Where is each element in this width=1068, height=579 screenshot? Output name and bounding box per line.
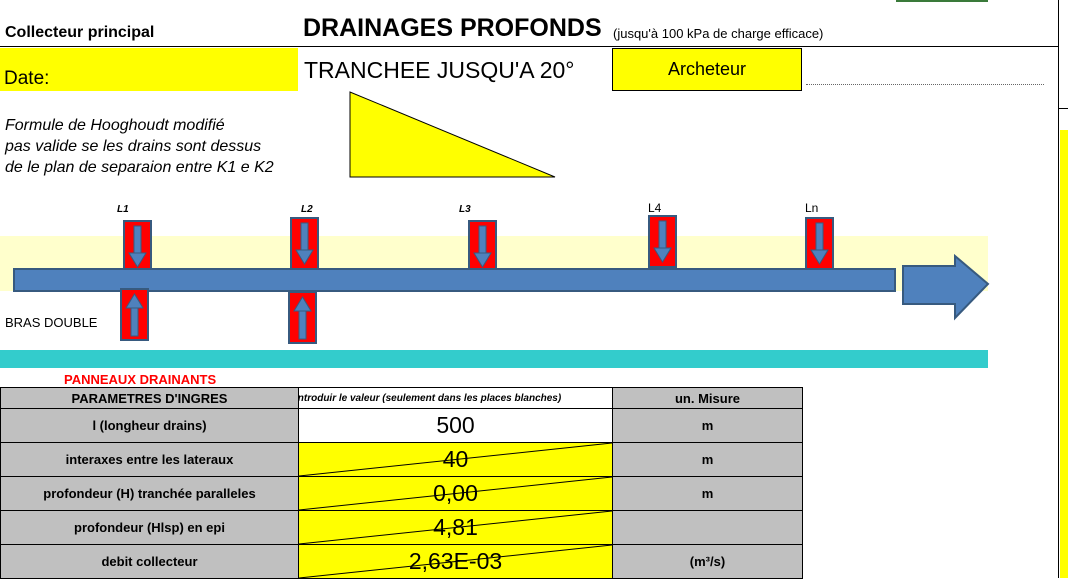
header-unit: un. Misure [612, 387, 803, 409]
input-length[interactable]: 500 [298, 408, 613, 443]
formula-note-line3: de le plan de separaion entre K1 e K2 [5, 159, 274, 176]
unit-spacing: m [612, 442, 803, 477]
value-trench-depth-text: 0,00 [433, 480, 478, 506]
right-yellow-strip [1060, 130, 1068, 578]
value-epi-depth-text: 4,81 [433, 514, 478, 540]
author-field[interactable]: Archeteur [612, 48, 802, 91]
lateral-label-l2: L2 [301, 204, 313, 215]
lateral-label-ln: Ln [805, 201, 819, 215]
header-param: PARAMETRES D'INGRES [0, 387, 299, 409]
page-title: DRAINAGES PROFONDS [303, 14, 602, 42]
section-title: PANNEAUX DRAINANTS [64, 372, 217, 387]
param-label-trench-depth: profondeur (H) tranchée paralleles [0, 476, 299, 511]
flow-direction-arrow [902, 253, 990, 321]
drain-l2-double [288, 291, 317, 344]
unit-collector-flow: (m³/s) [612, 544, 803, 579]
lateral-label-l1: L1 [117, 204, 129, 215]
header-value: Introduir le valeur (seulement dans les … [298, 387, 613, 409]
teal-strip [0, 350, 988, 368]
slope-triangle [349, 91, 556, 178]
date-field[interactable]: Date: [0, 48, 298, 91]
right-border-line [1058, 0, 1059, 578]
drain-ln [805, 217, 834, 270]
right-top-line [1059, 108, 1068, 109]
value-spacing: 40 [298, 442, 613, 477]
unit-epi-depth [612, 510, 803, 545]
formula-note: Formule de Hooghoudt modifié pas valide … [5, 115, 274, 178]
collector-label: Collecteur principal [5, 24, 155, 41]
param-label-epi-depth: profondeur (Hlsp) en epi [0, 510, 299, 545]
value-collector-flow: 2,63E-03 [298, 544, 613, 579]
formula-note-line2: pas valide se les drains sont dessus [5, 138, 262, 155]
date-label: Date: [4, 68, 50, 89]
dotted-signature-line [806, 84, 1044, 85]
drain-l1-double [120, 288, 149, 341]
value-collector-flow-text: 2,63E-03 [408, 548, 503, 574]
drain-l1 [123, 220, 152, 273]
value-epi-depth: 4,81 [298, 510, 613, 545]
drain-l4 [648, 215, 677, 268]
page-subtitle: (jusqu'à 100 kPa de charge efficace) [613, 26, 824, 41]
lateral-label-l4: L4 [648, 201, 662, 215]
top-green-line [896, 0, 988, 2]
param-label-collector-flow: debit collecteur [0, 544, 299, 579]
param-label-length: l (longheur drains) [0, 408, 299, 443]
formula-note-line1: Formule de Hooghoudt modifié [5, 117, 225, 134]
double-arm-label: BRAS DOUBLE [5, 315, 98, 330]
unit-length: m [612, 408, 803, 443]
trench-title: TRANCHEE JUSQU'A 20° [304, 57, 575, 83]
lateral-label-l3: L3 [459, 204, 471, 215]
author-name: Archeteur [667, 59, 747, 79]
header-divider [0, 46, 1058, 47]
param-label-spacing: interaxes entre les lateraux [0, 442, 299, 477]
drainage-diagram [13, 215, 990, 344]
value-spacing-text: 40 [442, 446, 469, 472]
value-trench-depth: 0,00 [298, 476, 613, 511]
drain-l3 [468, 220, 497, 273]
collector-pipe [13, 268, 896, 292]
drain-l2 [290, 217, 319, 270]
unit-trench-depth: m [612, 476, 803, 511]
